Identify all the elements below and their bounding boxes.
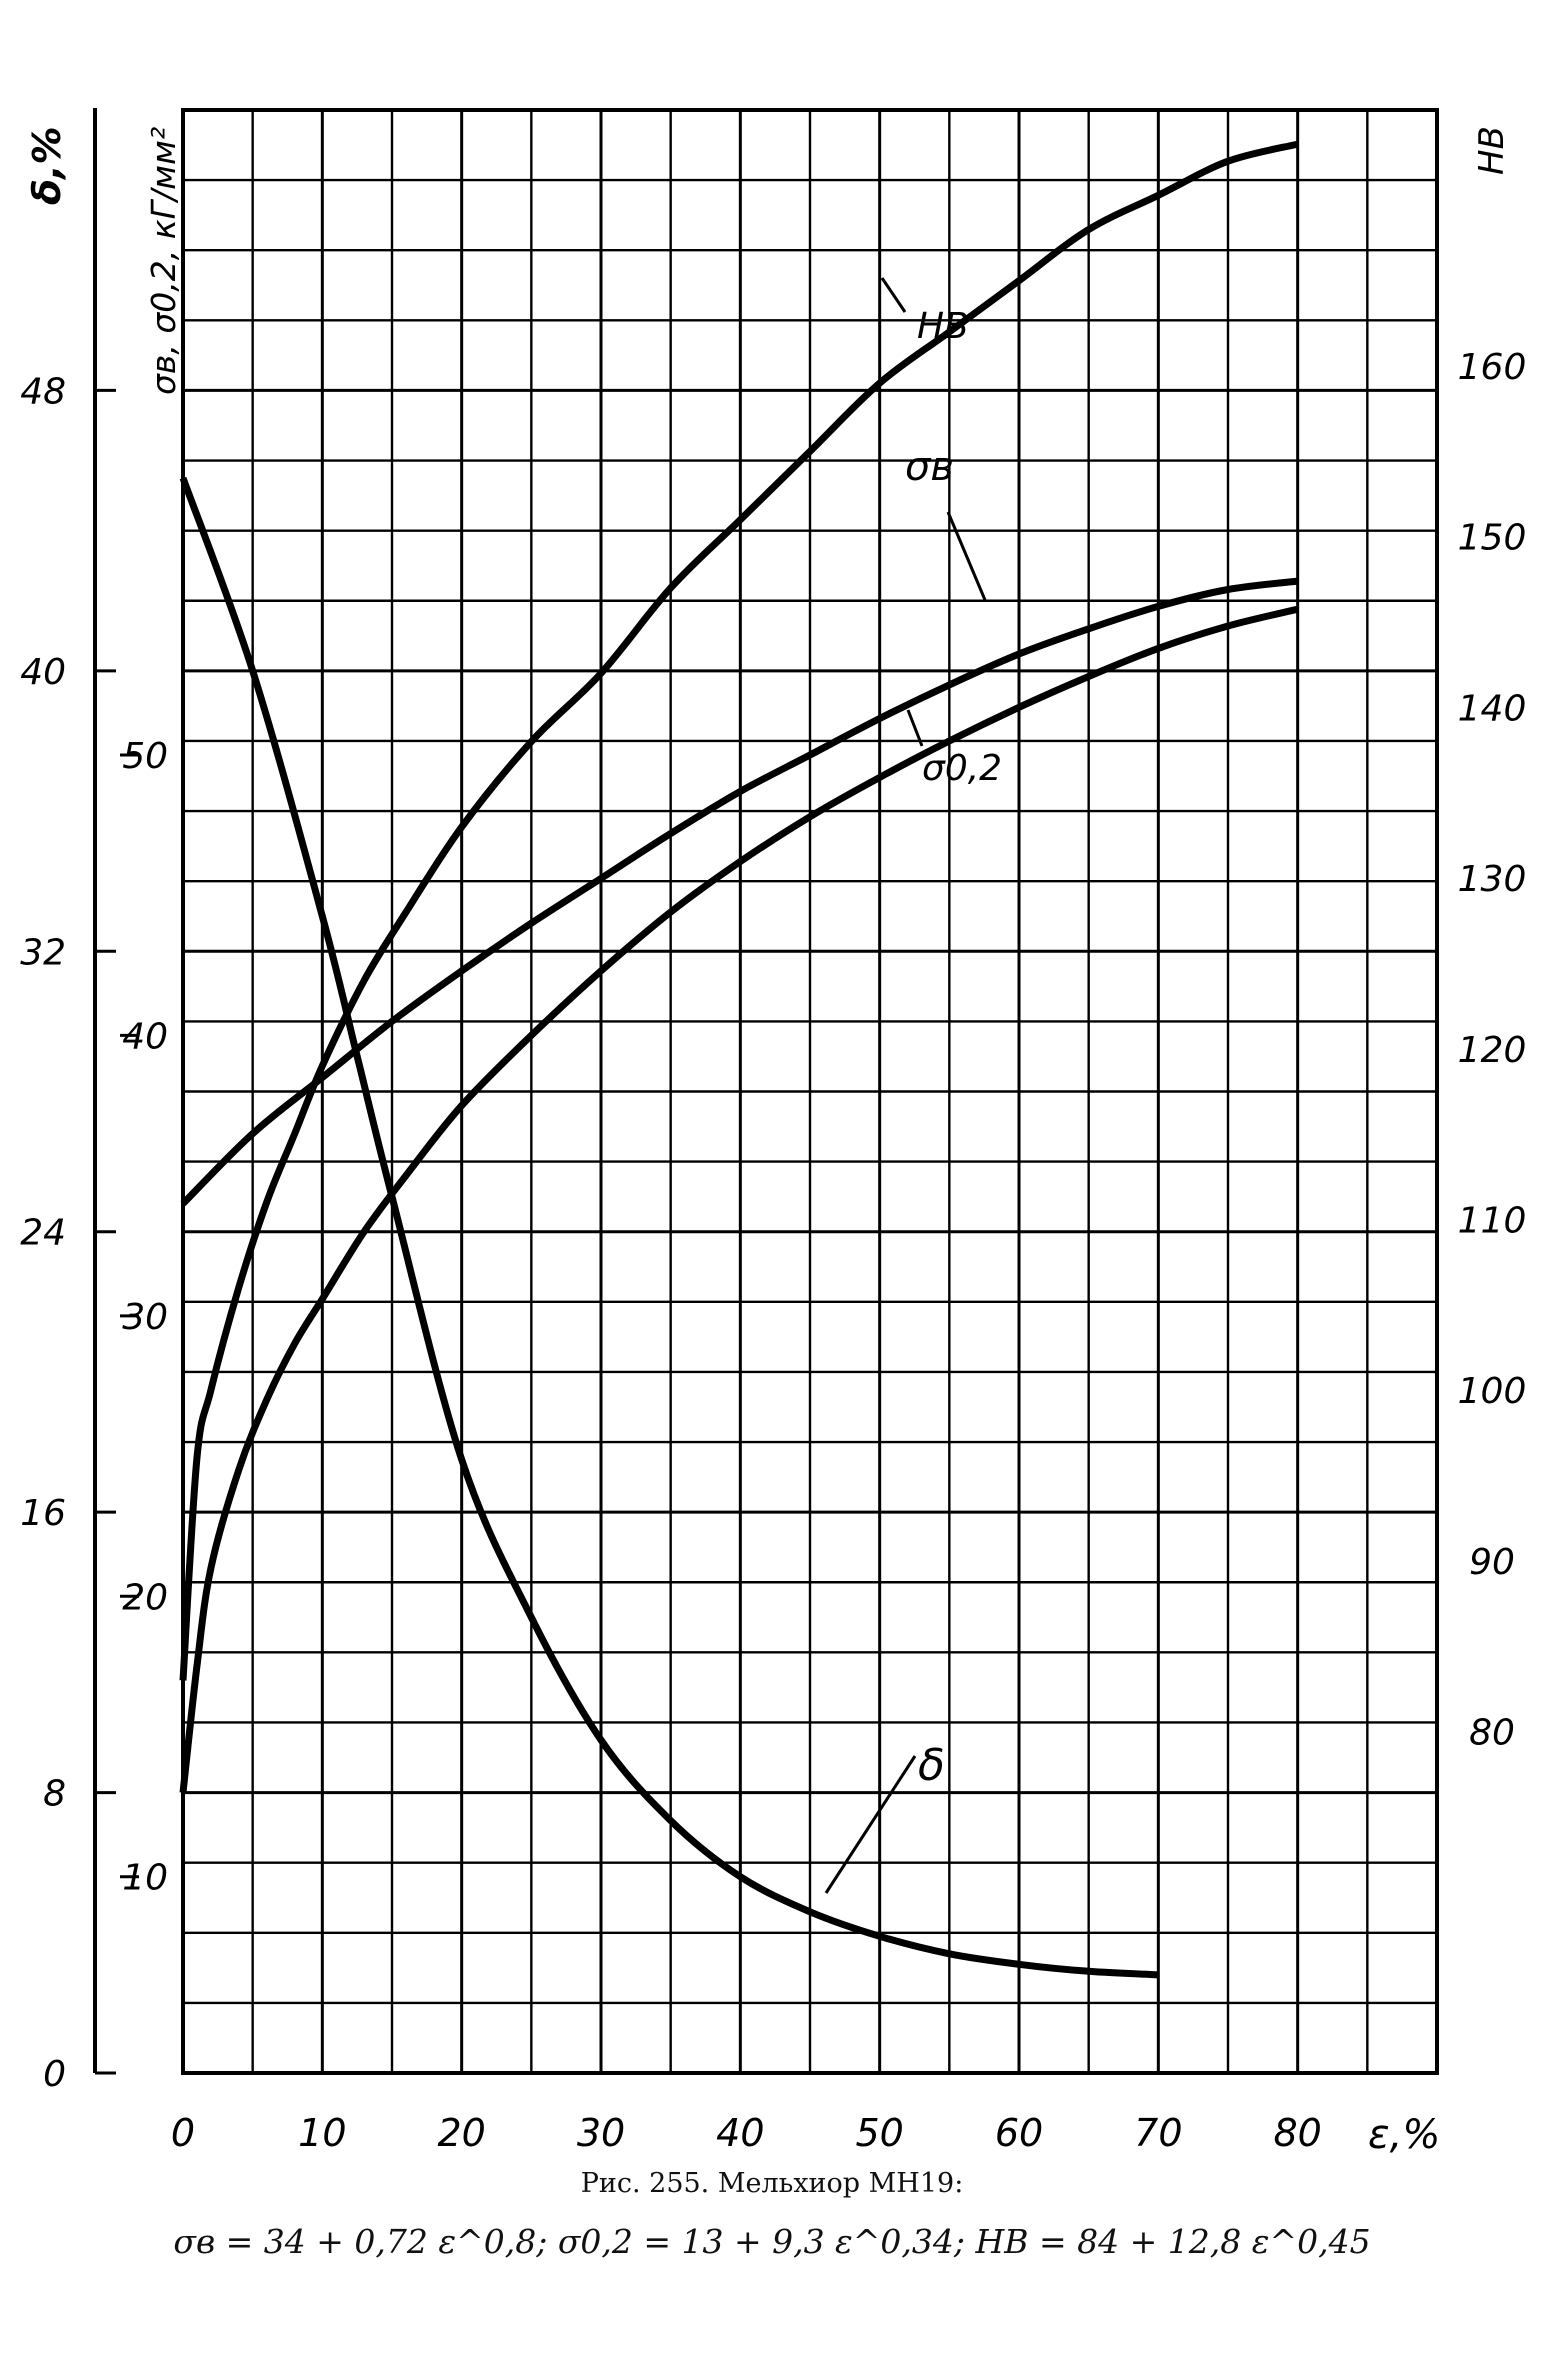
figure-caption: Рис. 255. Мельхиор МН19:: [580, 2168, 964, 2199]
y-right-tick-label: 120: [1458, 1030, 1527, 1071]
y-right-axis-title: HB: [1472, 126, 1512, 175]
leader-lines: [824, 277, 987, 1894]
leader-hb: [880, 277, 907, 313]
series-sigma-02-line: [179, 605, 1299, 1793]
leader-delta: [824, 1755, 917, 1894]
series-delta-line: [179, 476, 1159, 1979]
y-left-inner-tick-label: 50: [122, 736, 168, 777]
x-tick-label: 50: [855, 2111, 903, 2155]
label-sigma-b: σв: [905, 444, 954, 490]
x-tick-label: 20: [437, 2111, 485, 2155]
y-left-outer-tick-label: 48: [20, 371, 66, 412]
y-right-tick-label: 160: [1458, 347, 1527, 388]
leader-sigma-b: [946, 511, 987, 601]
y-right-tick-label: 90: [1469, 1542, 1515, 1583]
y-left-outer-tick-label: 40: [20, 652, 66, 693]
y-left-outer-tick-label: 8: [43, 1774, 66, 1815]
x-tick-label: 60: [995, 2111, 1043, 2155]
x-tick-label: 0: [171, 2111, 195, 2155]
plot-frame: [181, 108, 1439, 2075]
leader-sigma-02: [906, 709, 924, 747]
y-left-inner-tick-label: 10: [122, 1858, 168, 1899]
y-left-inner-axis-title: σв, σ0,2, кГ/мм²: [144, 127, 183, 395]
x-tick-label: 80: [1273, 2111, 1321, 2155]
y-right-tick-label: 130: [1458, 859, 1527, 900]
x-axis-title: ε,%: [1368, 2112, 1440, 2158]
label-sigma-02: σ0,2: [922, 748, 1002, 789]
x-tick-label: 30: [577, 2111, 625, 2155]
figure-formulas: σв = 34 + 0,72 ε^0,8; σ0,2 = 13 + 9,3 ε^…: [173, 2222, 1371, 2261]
x-tick-label: 70: [1134, 2111, 1182, 2155]
y-right-tick-label: 110: [1458, 1201, 1527, 1242]
tick-labels: 0 10 20 30 40 50 60 70 80 0 8 16 24 32 40 48 10 20 30 40 50 8…: [20, 347, 1526, 2155]
y-left-outer-tick-label: 32: [20, 932, 66, 973]
y-right-tick-label: 140: [1458, 688, 1527, 729]
x-tick-label: 10: [298, 2111, 346, 2155]
y-left-inner-tick-label: 40: [122, 1016, 168, 1057]
series-hb-line: [179, 140, 1299, 1681]
label-delta: δ: [918, 1740, 945, 1791]
y-right-tick-label: 80: [1469, 1713, 1515, 1754]
series-sigma-b-line: [180, 577, 1299, 1207]
y-left-outer-tick-label: 0: [43, 2054, 66, 2095]
y-right-tick-label: 100: [1458, 1371, 1527, 1412]
y-right-tick-label: 150: [1458, 518, 1527, 559]
chart-series: [179, 140, 1299, 1979]
y-left-outer-axis-title: δ,%: [25, 126, 69, 205]
chart-axes: [93, 108, 1439, 2075]
y-left-outer-tick-label: 16: [20, 1493, 66, 1534]
y-left-outer-tick-label: 24: [20, 1213, 66, 1254]
y-left-inner-tick-label: 30: [122, 1297, 168, 1338]
label-hb: HB: [917, 306, 969, 347]
chart-grid: [181, 108, 1439, 2075]
x-tick-label: 40: [716, 2111, 764, 2155]
y-left-inner-tick-label: 20: [122, 1577, 168, 1618]
